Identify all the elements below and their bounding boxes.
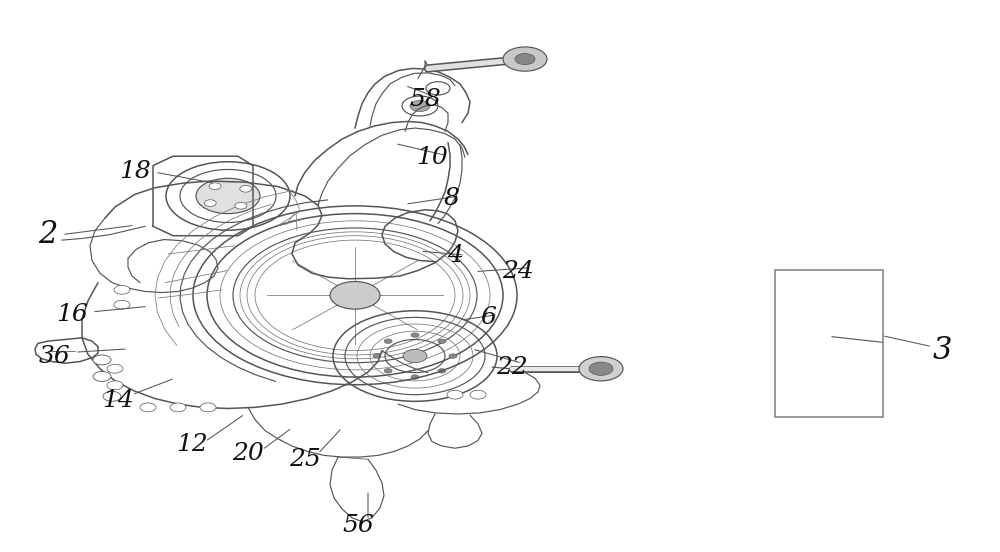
Circle shape (200, 403, 216, 412)
Text: 3: 3 (932, 335, 952, 366)
Text: 25: 25 (289, 448, 321, 471)
Text: 16: 16 (56, 303, 88, 326)
Circle shape (589, 362, 613, 375)
Text: 24: 24 (502, 260, 534, 283)
Text: 22: 22 (496, 355, 528, 379)
Circle shape (140, 403, 156, 412)
Text: 4: 4 (447, 243, 463, 267)
Circle shape (209, 183, 221, 189)
Circle shape (107, 364, 123, 373)
Text: 58: 58 (409, 88, 441, 111)
Circle shape (447, 390, 463, 399)
Circle shape (103, 391, 121, 401)
Circle shape (470, 390, 486, 399)
Circle shape (114, 300, 130, 309)
Circle shape (411, 375, 419, 379)
Circle shape (196, 178, 260, 214)
Text: 56: 56 (342, 514, 374, 537)
Circle shape (107, 381, 123, 390)
Text: 20: 20 (232, 442, 264, 465)
Circle shape (426, 82, 450, 95)
Circle shape (180, 169, 276, 222)
Circle shape (93, 355, 111, 365)
Circle shape (235, 203, 247, 209)
Circle shape (114, 285, 130, 294)
Text: 6: 6 (480, 306, 496, 329)
Text: 12: 12 (176, 433, 208, 456)
Circle shape (438, 339, 446, 343)
Circle shape (449, 354, 457, 358)
Circle shape (240, 185, 252, 192)
Circle shape (579, 357, 623, 381)
Text: 36: 36 (39, 344, 71, 368)
Bar (775, 270, 883, 417)
Circle shape (503, 47, 547, 71)
Circle shape (373, 354, 381, 358)
Text: 2: 2 (38, 219, 58, 250)
Text: 14: 14 (102, 389, 134, 412)
Circle shape (410, 100, 430, 112)
Circle shape (403, 349, 427, 363)
Circle shape (384, 339, 392, 343)
Circle shape (384, 369, 392, 373)
Circle shape (411, 333, 419, 337)
Circle shape (330, 282, 380, 309)
Circle shape (515, 54, 535, 65)
Circle shape (93, 371, 111, 381)
Text: 18: 18 (119, 160, 151, 183)
Circle shape (204, 200, 216, 206)
Text: 10: 10 (416, 146, 448, 169)
Circle shape (170, 403, 186, 412)
Circle shape (438, 369, 446, 373)
Circle shape (166, 162, 290, 230)
Circle shape (402, 96, 438, 116)
Text: 8: 8 (444, 187, 460, 210)
